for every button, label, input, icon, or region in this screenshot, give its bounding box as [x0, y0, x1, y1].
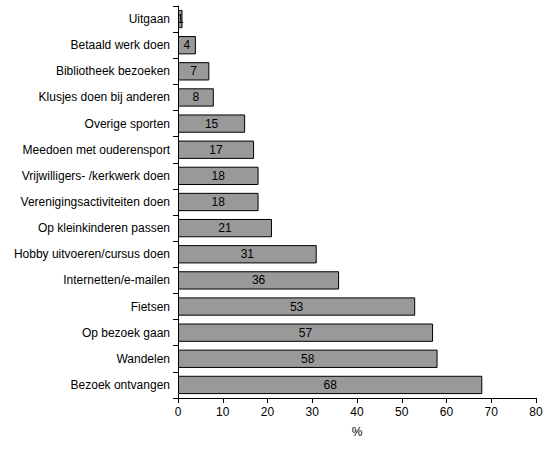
svg-text:18: 18 — [212, 195, 226, 209]
svg-text:Op kleinkinderen passen: Op kleinkinderen passen — [38, 221, 170, 235]
svg-text:Verenigingsactiviteiten doen: Verenigingsactiviteiten doen — [21, 195, 170, 209]
svg-text:57: 57 — [299, 326, 313, 340]
svg-text:Vrijwilligers- /kerkwerk doen: Vrijwilligers- /kerkwerk doen — [22, 169, 170, 183]
svg-text:Bezoek ontvangen: Bezoek ontvangen — [71, 378, 170, 392]
svg-text:Hobby uitvoeren/cursus doen: Hobby uitvoeren/cursus doen — [14, 247, 170, 261]
svg-text:36: 36 — [252, 273, 266, 287]
svg-text:Internetten/e-mailen: Internetten/e-mailen — [63, 273, 170, 287]
svg-text:58: 58 — [301, 352, 315, 366]
svg-text:15: 15 — [205, 117, 219, 131]
svg-text:%: % — [352, 425, 363, 439]
svg-text:8: 8 — [193, 90, 200, 104]
svg-text:17: 17 — [209, 143, 223, 157]
svg-text:10: 10 — [216, 405, 230, 419]
svg-text:Uitgaan: Uitgaan — [129, 12, 170, 26]
svg-text:40: 40 — [350, 405, 364, 419]
svg-text:Bibliotheek bezoeken: Bibliotheek bezoeken — [56, 64, 170, 78]
svg-text:Meedoen met ouderensport: Meedoen met ouderensport — [23, 143, 171, 157]
svg-text:Op bezoek gaan: Op bezoek gaan — [82, 326, 170, 340]
svg-text:53: 53 — [290, 300, 304, 314]
svg-text:21: 21 — [218, 221, 232, 235]
svg-text:30: 30 — [306, 405, 320, 419]
svg-text:60: 60 — [440, 405, 454, 419]
svg-text:1: 1 — [177, 12, 184, 26]
svg-text:70: 70 — [485, 405, 499, 419]
svg-text:Fietsen: Fietsen — [131, 300, 170, 314]
svg-text:Overige sporten: Overige sporten — [85, 117, 170, 131]
svg-text:18: 18 — [212, 169, 226, 183]
svg-text:50: 50 — [395, 405, 409, 419]
svg-text:Betaald werk doen: Betaald werk doen — [71, 38, 170, 52]
svg-text:68: 68 — [323, 378, 337, 392]
svg-text:80: 80 — [529, 405, 543, 419]
svg-text:Wandelen: Wandelen — [116, 352, 170, 366]
svg-text:Klusjes doen bij anderen: Klusjes doen bij anderen — [39, 90, 170, 104]
svg-text:20: 20 — [261, 405, 275, 419]
svg-text:4: 4 — [184, 38, 191, 52]
svg-text:0: 0 — [175, 405, 182, 419]
svg-text:31: 31 — [241, 247, 255, 261]
svg-text:7: 7 — [190, 64, 197, 78]
